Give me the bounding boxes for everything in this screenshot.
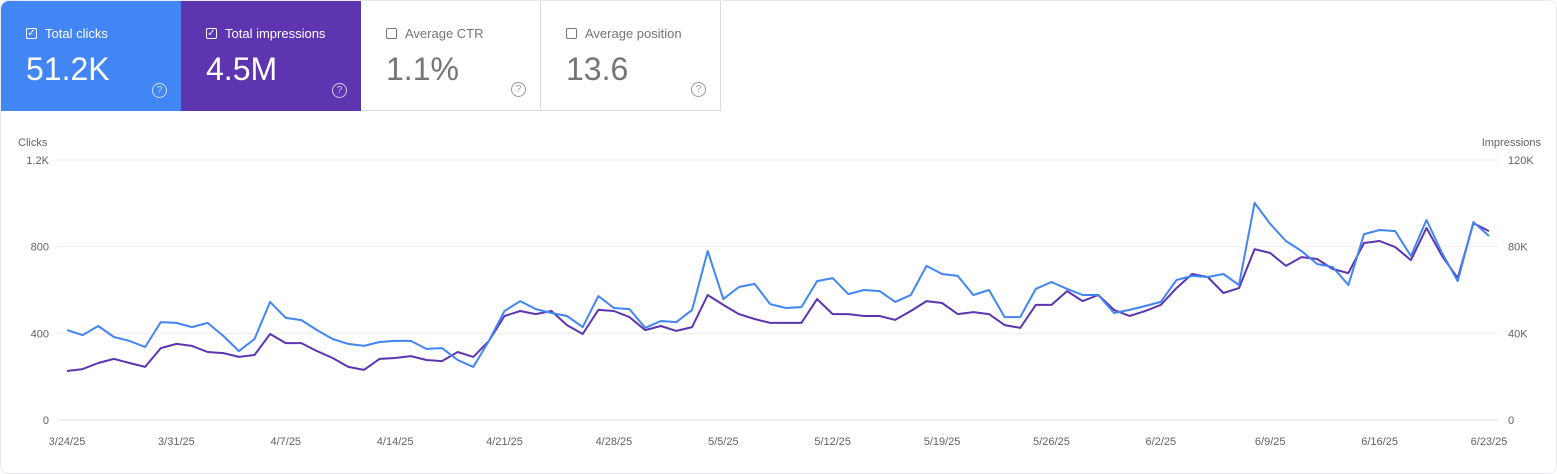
x-tick: 5/12/25 [814, 436, 851, 448]
metric-card-average-ctr[interactable]: Average CTR 1.1% ? [361, 1, 541, 111]
y-tick-right: 80K [1508, 242, 1528, 254]
help-icon[interactable]: ? [511, 82, 526, 97]
checkbox-checked-icon[interactable]: ✓ [26, 28, 37, 39]
help-icon[interactable]: ? [691, 82, 706, 97]
metric-value: 13.6 [566, 51, 629, 87]
right-axis-title: Impressions [1481, 137, 1541, 149]
x-tick: 5/19/25 [924, 436, 961, 448]
metric-label: Total clicks [45, 26, 108, 41]
x-tick: 3/31/25 [158, 436, 195, 448]
y-tick-left: 800 [31, 242, 49, 254]
metric-label: Average CTR [405, 26, 484, 41]
checkbox-checked-icon[interactable]: ✓ [206, 28, 217, 39]
metric-value: 51.2K [26, 51, 110, 87]
x-tick: 4/28/25 [596, 436, 633, 448]
help-icon[interactable]: ? [152, 83, 167, 98]
metric-label: Average position [585, 26, 682, 41]
metric-value: 4.5M [206, 51, 278, 87]
metric-card-total-impressions[interactable]: ✓ Total impressions 4.5M ? [181, 1, 361, 111]
checkbox-unchecked-icon[interactable] [566, 28, 577, 39]
x-tick: 3/24/25 [49, 436, 86, 448]
series-line-impressions [66, 222, 1490, 372]
x-tick: 6/2/25 [1146, 436, 1177, 448]
y-tick-left: 0 [43, 415, 49, 427]
metric-card-total-clicks[interactable]: ✓ Total clicks 51.2K ? [1, 1, 181, 111]
checkbox-unchecked-icon[interactable] [386, 28, 397, 39]
x-tick: 5/5/25 [708, 436, 739, 448]
x-tick: 4/7/25 [270, 436, 301, 448]
series-line-clicks [66, 201, 1490, 368]
x-tick: 6/16/25 [1361, 436, 1398, 448]
x-tick: 4/21/25 [486, 436, 523, 448]
y-tick-right: 0 [1508, 415, 1514, 427]
left-axis-title: Clicks [18, 137, 48, 149]
x-tick: 5/26/25 [1033, 436, 1070, 448]
y-tick-left: 400 [31, 328, 49, 340]
y-tick-right: 120K [1508, 155, 1534, 167]
metric-card-average-position[interactable]: Average position 13.6 ? [541, 1, 721, 111]
x-tick: 6/23/25 [1471, 436, 1508, 448]
metric-cards: ✓ Total clicks 51.2K ? ✓ Total impressio… [1, 1, 721, 111]
x-tick: 6/9/25 [1255, 436, 1286, 448]
metric-label: Total impressions [225, 26, 326, 41]
metric-value: 1.1% [386, 51, 459, 87]
x-tick: 4/14/25 [377, 436, 414, 448]
y-tick-left: 1.2K [26, 155, 49, 167]
help-icon[interactable]: ? [332, 83, 347, 98]
y-tick-right: 40K [1508, 328, 1528, 340]
